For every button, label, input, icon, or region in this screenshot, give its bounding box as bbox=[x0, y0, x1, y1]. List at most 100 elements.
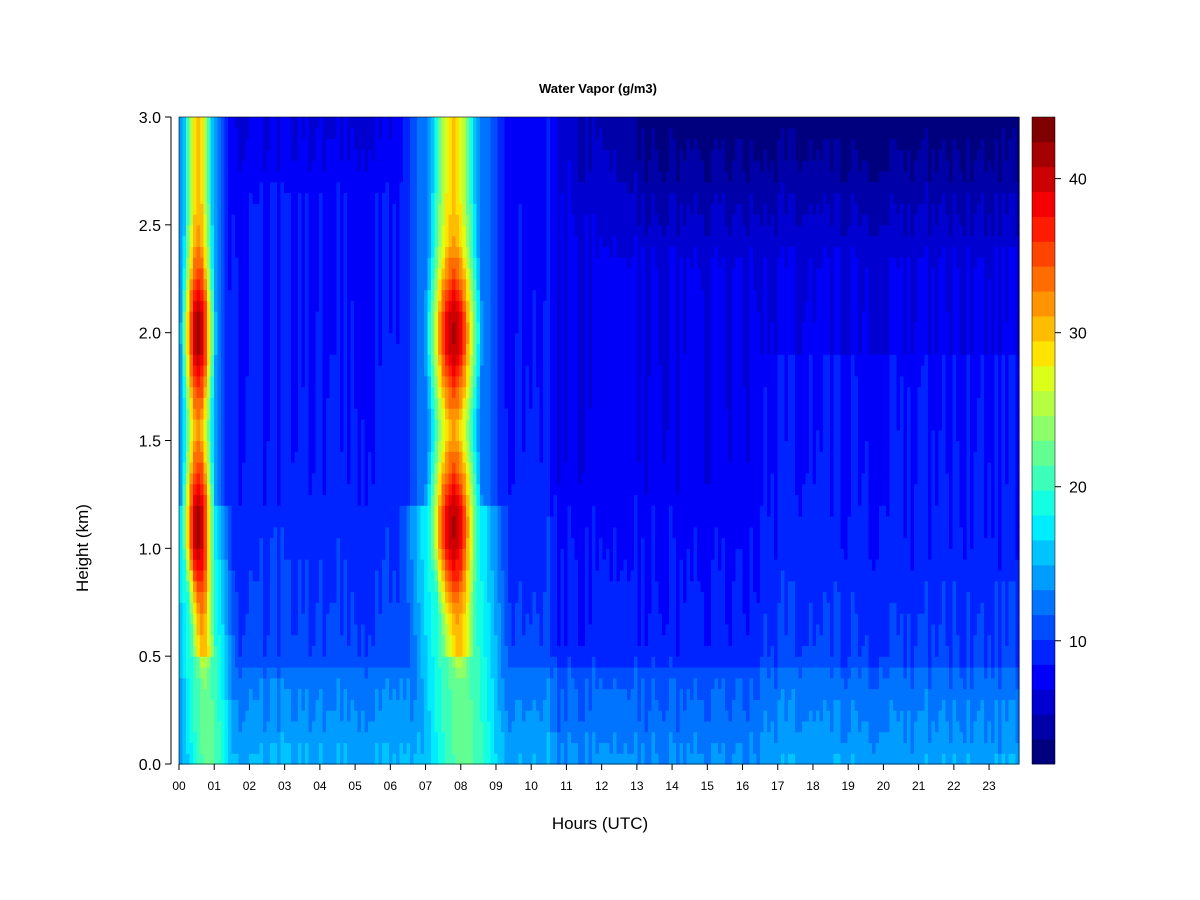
heatmap-cell bbox=[210, 181, 215, 194]
heatmap-cell bbox=[364, 753, 369, 765]
heatmap-cell bbox=[354, 623, 359, 636]
heatmap-cell bbox=[322, 354, 327, 366]
heatmap-cell bbox=[343, 505, 348, 517]
heatmap-cell bbox=[459, 677, 464, 690]
heatmap-cell bbox=[319, 343, 324, 355]
heatmap-cell bbox=[312, 246, 317, 258]
heatmap-cell bbox=[455, 602, 460, 614]
heatmap-cell bbox=[382, 731, 387, 744]
heatmap-cell bbox=[452, 365, 457, 377]
heatmap-cell bbox=[445, 731, 450, 744]
heatmap-cell bbox=[291, 526, 296, 539]
heatmap-cell bbox=[420, 354, 425, 366]
heatmap-cell bbox=[462, 343, 467, 355]
heatmap-cell bbox=[431, 559, 436, 571]
heatmap-cell bbox=[399, 117, 404, 129]
heatmap-cell bbox=[245, 688, 250, 700]
heatmap-cell bbox=[462, 429, 467, 442]
heatmap-cell bbox=[452, 548, 457, 560]
heatmap-cell bbox=[434, 224, 439, 237]
heatmap-cell bbox=[406, 117, 411, 129]
heatmap-cell bbox=[403, 634, 408, 646]
heatmap-cell bbox=[256, 559, 261, 571]
heatmap-cell bbox=[354, 257, 359, 269]
heatmap-cell bbox=[249, 666, 254, 679]
heatmap-cell bbox=[420, 311, 425, 323]
heatmap-cell bbox=[182, 127, 187, 140]
heatmap-cell bbox=[431, 742, 436, 754]
heatmap-cell bbox=[217, 559, 222, 571]
heatmap-cell bbox=[336, 127, 341, 140]
heatmap-cell bbox=[315, 257, 320, 269]
heatmap-cell bbox=[350, 311, 355, 323]
heatmap-cell bbox=[382, 170, 387, 183]
heatmap-cell bbox=[221, 483, 226, 496]
heatmap-cell bbox=[256, 537, 261, 549]
heatmap-cell bbox=[424, 505, 429, 517]
heatmap-cell bbox=[305, 537, 310, 549]
heatmap-cell bbox=[270, 710, 275, 722]
heatmap-cell bbox=[455, 397, 460, 409]
heatmap-cell bbox=[294, 257, 299, 269]
heatmap-cell bbox=[333, 289, 338, 301]
heatmap-cell bbox=[231, 462, 236, 474]
heatmap-cell bbox=[462, 526, 467, 539]
heatmap-cell bbox=[231, 580, 236, 593]
heatmap-cell bbox=[308, 688, 313, 700]
heatmap-cell bbox=[263, 677, 268, 690]
heatmap-cell bbox=[445, 418, 450, 431]
heatmap-cell bbox=[294, 224, 299, 237]
heatmap-cell bbox=[294, 203, 299, 215]
heatmap-cell bbox=[347, 623, 352, 636]
heatmap-cell bbox=[445, 451, 450, 463]
heatmap-cell bbox=[406, 408, 411, 420]
heatmap-cell bbox=[357, 580, 362, 593]
heatmap-cell bbox=[277, 160, 282, 172]
heatmap-cell bbox=[357, 289, 362, 301]
heatmap-cell bbox=[291, 559, 296, 571]
heatmap-cell bbox=[466, 753, 471, 765]
heatmap-cell bbox=[396, 224, 401, 237]
heatmap-cell bbox=[368, 170, 373, 183]
heatmap-cell bbox=[291, 753, 296, 765]
heatmap-cell bbox=[186, 429, 191, 442]
heatmap-cell bbox=[462, 278, 467, 291]
heatmap-cell bbox=[385, 343, 390, 355]
heatmap-cell bbox=[350, 677, 355, 690]
heatmap-cell bbox=[445, 666, 450, 679]
heatmap-cell bbox=[371, 365, 376, 377]
heatmap-cell bbox=[277, 623, 282, 636]
heatmap-cell bbox=[235, 127, 240, 140]
heatmap-cell bbox=[357, 494, 362, 506]
heatmap-cell bbox=[438, 300, 443, 312]
heatmap-cell bbox=[431, 235, 436, 247]
heatmap-cell bbox=[291, 246, 296, 258]
heatmap-cell bbox=[459, 494, 464, 506]
heatmap-cell bbox=[308, 440, 313, 452]
heatmap-cell bbox=[270, 397, 275, 409]
heatmap-cell bbox=[277, 289, 282, 301]
heatmap-cell bbox=[427, 235, 432, 247]
heatmap-cell bbox=[294, 365, 299, 377]
heatmap-cell bbox=[378, 699, 383, 711]
heatmap-cell bbox=[417, 246, 422, 258]
heatmap-cell bbox=[396, 526, 401, 539]
heatmap-cell bbox=[256, 645, 261, 657]
heatmap-cell bbox=[343, 214, 348, 226]
heatmap-cell bbox=[221, 580, 226, 593]
heatmap-cell bbox=[322, 332, 327, 345]
heatmap-cell bbox=[186, 634, 191, 646]
heatmap-cell bbox=[256, 311, 261, 323]
heatmap-cell bbox=[238, 354, 243, 366]
heatmap-cell bbox=[221, 311, 226, 323]
heatmap-cell bbox=[189, 300, 194, 312]
heatmap-cell bbox=[410, 569, 415, 582]
heatmap-cell bbox=[266, 203, 271, 215]
heatmap-cell bbox=[361, 548, 366, 560]
heatmap-cell bbox=[238, 537, 243, 549]
heatmap-cell bbox=[364, 559, 369, 571]
heatmap-cell bbox=[207, 731, 212, 744]
heatmap-cell bbox=[231, 117, 236, 129]
heatmap-cell bbox=[385, 149, 390, 161]
heatmap-cell bbox=[301, 300, 306, 312]
